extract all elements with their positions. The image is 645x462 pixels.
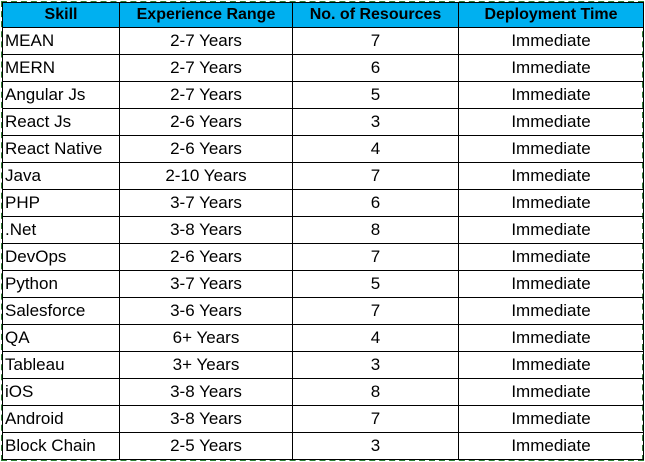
table-row: .Net 3-8 Years 8 Immediate xyxy=(2,216,644,244)
cell-deployment-time: Immediate xyxy=(458,378,644,406)
cell-deployment-time: Immediate xyxy=(458,297,644,325)
cell-deployment-time: Immediate xyxy=(458,81,644,109)
cell-experience-range: 2-7 Years xyxy=(119,81,293,109)
cell-skill: React Js xyxy=(2,108,120,136)
table-row: Java 2-10 Years 7 Immediate xyxy=(2,162,644,190)
cell-skill: MERN xyxy=(2,54,120,82)
cell-deployment-time: Immediate xyxy=(458,405,644,433)
cell-deployment-time: Immediate xyxy=(458,54,644,82)
cell-skill: QA xyxy=(2,324,120,352)
table-row: PHP 3-7 Years 6 Immediate xyxy=(2,189,644,217)
table-row: React Native 2-6 Years 4 Immediate xyxy=(2,135,644,163)
cell-skill: Tableau xyxy=(2,351,120,379)
cell-experience-range: 3+ Years xyxy=(119,351,293,379)
header-row: Skill Experience Range No. of Resources … xyxy=(2,2,644,28)
cell-deployment-time: Immediate xyxy=(458,270,644,298)
header-experience-range: Experience Range xyxy=(119,2,293,28)
cell-skill: Angular Js xyxy=(2,81,120,109)
cell-skill: iOS xyxy=(2,378,120,406)
cell-experience-range: 6+ Years xyxy=(119,324,293,352)
cell-skill: React Native xyxy=(2,135,120,163)
cell-no-of-resources: 3 xyxy=(292,351,459,379)
cell-skill: .Net xyxy=(2,216,120,244)
table-row: Python 3-7 Years 5 Immediate xyxy=(2,270,644,298)
cell-deployment-time: Immediate xyxy=(458,324,644,352)
header-no-of-resources: No. of Resources xyxy=(292,2,459,28)
cell-deployment-time: Immediate xyxy=(458,27,644,55)
cell-experience-range: 2-6 Years xyxy=(119,243,293,271)
cell-no-of-resources: 7 xyxy=(292,243,459,271)
cell-no-of-resources: 6 xyxy=(292,189,459,217)
header-deployment-time: Deployment Time xyxy=(458,2,644,28)
cell-no-of-resources: 7 xyxy=(292,162,459,190)
header-skill: Skill xyxy=(2,2,120,28)
table-row: Tableau 3+ Years 3 Immediate xyxy=(2,351,644,379)
cell-experience-range: 2-7 Years xyxy=(119,54,293,82)
cell-no-of-resources: 7 xyxy=(292,297,459,325)
cell-deployment-time: Immediate xyxy=(458,216,644,244)
table-row: MERN 2-7 Years 6 Immediate xyxy=(2,54,644,82)
cell-experience-range: 3-7 Years xyxy=(119,189,293,217)
table-row: Salesforce 3-6 Years 7 Immediate xyxy=(2,297,644,325)
cell-skill: Android xyxy=(2,405,120,433)
cell-experience-range: 3-7 Years xyxy=(119,270,293,298)
table-row: React Js 2-6 Years 3 Immediate xyxy=(2,108,644,136)
table-row: DevOps 2-6 Years 7 Immediate xyxy=(2,243,644,271)
table-row: iOS 3-8 Years 8 Immediate xyxy=(2,378,644,406)
cell-experience-range: 3-8 Years xyxy=(119,405,293,433)
cell-no-of-resources: 3 xyxy=(292,108,459,136)
cell-no-of-resources: 7 xyxy=(292,405,459,433)
cell-experience-range: 2-10 Years xyxy=(119,162,293,190)
cell-skill: DevOps xyxy=(2,243,120,271)
cell-experience-range: 2-7 Years xyxy=(119,27,293,55)
cell-no-of-resources: 3 xyxy=(292,432,459,460)
cell-skill: Salesforce xyxy=(2,297,120,325)
cell-skill: Python xyxy=(2,270,120,298)
table-row: Block Chain 2-5 Years 3 Immediate xyxy=(2,432,644,460)
cell-deployment-time: Immediate xyxy=(458,189,644,217)
table-row: Android 3-8 Years 7 Immediate xyxy=(2,405,644,433)
cell-experience-range: 2-6 Years xyxy=(119,135,293,163)
table-row: MEAN 2-7 Years 7 Immediate xyxy=(2,27,644,55)
cell-deployment-time: Immediate xyxy=(458,243,644,271)
cell-no-of-resources: 8 xyxy=(292,216,459,244)
cell-no-of-resources: 7 xyxy=(292,27,459,55)
cell-no-of-resources: 5 xyxy=(292,270,459,298)
cell-no-of-resources: 8 xyxy=(292,378,459,406)
cell-deployment-time: Immediate xyxy=(458,351,644,379)
cell-deployment-time: Immediate xyxy=(458,108,644,136)
cell-skill: PHP xyxy=(2,189,120,217)
cell-deployment-time: Immediate xyxy=(458,162,644,190)
cell-skill: MEAN xyxy=(2,27,120,55)
cell-experience-range: 2-6 Years xyxy=(119,108,293,136)
cell-experience-range: 3-8 Years xyxy=(119,378,293,406)
table-row: Angular Js 2-7 Years 5 Immediate xyxy=(2,81,644,109)
cell-deployment-time: Immediate xyxy=(458,135,644,163)
cell-skill: Block Chain xyxy=(2,432,120,460)
cell-no-of-resources: 5 xyxy=(292,81,459,109)
cell-no-of-resources: 4 xyxy=(292,135,459,163)
table-row: QA 6+ Years 4 Immediate xyxy=(2,324,644,352)
cell-deployment-time: Immediate xyxy=(458,432,644,460)
cell-skill: Java xyxy=(2,162,120,190)
cell-no-of-resources: 4 xyxy=(292,324,459,352)
cell-experience-range: 3-8 Years xyxy=(119,216,293,244)
cell-no-of-resources: 6 xyxy=(292,54,459,82)
cell-experience-range: 2-5 Years xyxy=(119,432,293,460)
cell-experience-range: 3-6 Years xyxy=(119,297,293,325)
